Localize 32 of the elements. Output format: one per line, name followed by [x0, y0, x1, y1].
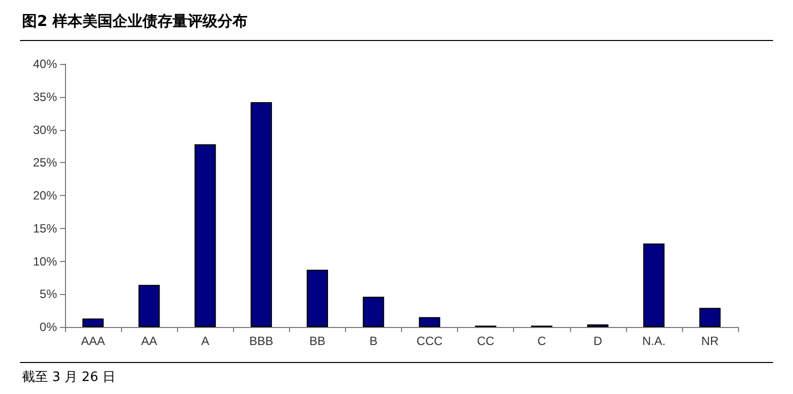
bar: [306, 270, 328, 327]
x-tick-label: D: [593, 334, 602, 348]
y-tick-label: 0%: [40, 320, 58, 334]
x-tick-label: AA: [141, 334, 158, 348]
y-tick-label: 40%: [32, 57, 58, 71]
x-tick-label: BBB: [249, 334, 274, 348]
bar: [362, 296, 384, 327]
y-tick-label: 5%: [40, 287, 58, 302]
x-tick-label: CCC: [416, 334, 443, 348]
bar: [82, 318, 104, 327]
y-tick-label: 25%: [32, 156, 58, 170]
x-tick-label: B: [369, 334, 378, 348]
y-tick-label: 30%: [32, 122, 58, 137]
bar: [250, 102, 272, 327]
y-tick-label: 10%: [32, 254, 58, 268]
x-tick-label: BB: [309, 334, 326, 348]
x-tick-label: AAA: [81, 334, 106, 348]
x-tick-label: C: [537, 334, 546, 348]
y-tick-label: 35%: [32, 90, 58, 104]
x-tick-label: CC: [476, 334, 495, 348]
bar: [699, 308, 721, 327]
bar: [643, 244, 665, 327]
text: 截至 3 月 26 日: [22, 369, 116, 386]
x-tick-label: NR: [701, 334, 719, 348]
bar: [418, 317, 440, 327]
chart-title: 图2 样本美国企业债存量评级分布: [22, 12, 248, 31]
bar: [194, 144, 216, 327]
bar: [138, 284, 160, 327]
x-tick-label: N.A.: [642, 334, 666, 348]
y-tick-label: 15%: [32, 221, 58, 236]
x-tick-label: A: [201, 334, 210, 348]
y-tick-label: 20%: [32, 188, 58, 202]
